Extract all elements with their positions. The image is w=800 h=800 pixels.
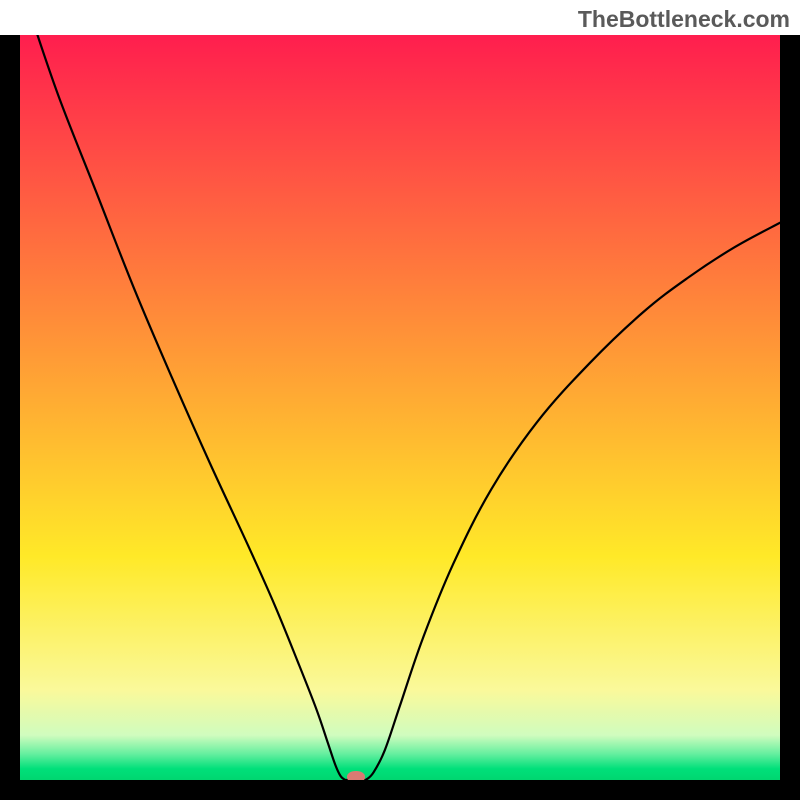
frame-bottom xyxy=(0,780,800,800)
frame-right xyxy=(780,35,800,800)
bottleneck-curve xyxy=(28,35,780,780)
watermark-text: TheBottleneck.com xyxy=(578,6,790,33)
frame-left xyxy=(0,35,20,800)
curve-layer xyxy=(20,35,780,780)
plot-area xyxy=(20,35,780,780)
chart-container: TheBottleneck.com xyxy=(0,0,800,800)
